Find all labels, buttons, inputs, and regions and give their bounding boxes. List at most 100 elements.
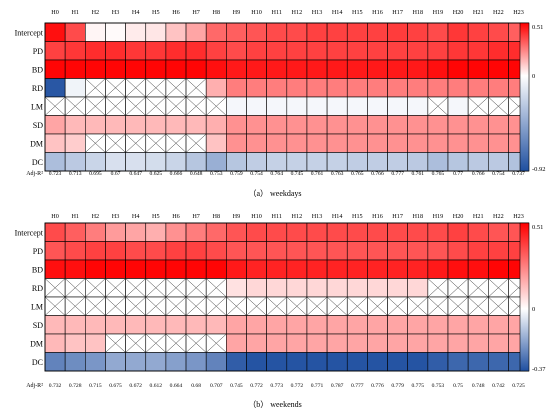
heatmap-cell <box>467 352 489 372</box>
heatmap-cell <box>64 259 86 279</box>
cross-line <box>185 296 207 316</box>
colorbar-min-label: -0.92 <box>532 166 546 173</box>
panel-weekends: H0 H1 H2 H3 H4 H5 H6 H7 H8 H9 H10 H11 H12 H13 H14 H15 H1… <box>15 213 547 409</box>
heatmap-cell <box>44 78 66 98</box>
cross-line <box>105 278 126 298</box>
heatmap-cell <box>306 222 328 242</box>
heatmap-cell <box>367 278 388 298</box>
heatmap-cell <box>447 41 469 61</box>
heatmap-cell <box>246 222 267 242</box>
heatmap-cell <box>205 59 227 79</box>
adj-r2-value: 0.759 <box>230 171 243 177</box>
adj-r2-value: 0.715 <box>89 383 102 389</box>
colorbar-zero-label: 0 <box>532 73 535 80</box>
heatmap-cell <box>367 78 388 98</box>
adj-r2-value: 0.75 <box>453 383 463 389</box>
heatmap-cell <box>226 152 247 172</box>
heatmap-cell <box>226 22 247 42</box>
hour-label: H23 <box>513 9 524 16</box>
heatmap-cell <box>145 59 167 79</box>
heatmap-cell <box>407 59 429 79</box>
cross-line <box>105 96 126 116</box>
heatmap-cell <box>145 315 167 335</box>
cross-line <box>105 333 126 353</box>
heatmap-cell <box>367 22 388 42</box>
heatmap-cell <box>407 259 429 279</box>
heatmap-cell <box>487 259 509 279</box>
adj-r2-value: 0.775 <box>411 383 424 389</box>
heatmap-cell <box>185 352 207 372</box>
heatmap-cell <box>447 133 469 153</box>
heatmap-cell <box>367 59 388 79</box>
heatmap-cell <box>205 115 227 135</box>
heatmap-cell <box>387 352 408 372</box>
heatmap-cell <box>467 78 489 98</box>
heatmap-cell <box>326 352 348 372</box>
heatmap-cell <box>145 115 167 135</box>
adj-r2-value: 0.753 <box>210 171 223 177</box>
heatmap-cell <box>205 352 227 372</box>
heatmap-cell <box>306 333 328 353</box>
heatmap-cell <box>64 152 86 172</box>
cross-line <box>105 78 126 98</box>
heatmap-cell <box>286 152 308 172</box>
heatmap-cell <box>407 352 429 372</box>
heatmap-cell <box>226 41 247 61</box>
heatmap-cell <box>346 259 368 279</box>
cross-line <box>226 296 247 316</box>
heatmap-cell <box>387 259 408 279</box>
adj-r2-value: 0.745 <box>291 171 304 177</box>
heatmap-cell <box>226 241 247 261</box>
heatmap-cell <box>145 41 167 61</box>
adj-r2-value: 0.773 <box>270 383 283 389</box>
cross-line <box>306 296 328 316</box>
adj-r2-value: 0.732 <box>49 383 62 389</box>
heatmap-cell <box>387 22 408 42</box>
heatmap-cell <box>346 315 368 335</box>
colorbar-zero-label: 0 <box>532 306 535 313</box>
adj-r2-value: 0.745 <box>230 383 243 389</box>
heatmap-cell <box>487 115 509 135</box>
heatmap-cell <box>487 333 509 353</box>
heatmap-cell <box>447 22 469 42</box>
heatmap-cell <box>286 241 308 261</box>
heatmap-cell <box>306 115 328 135</box>
cross-line <box>266 296 287 316</box>
hour-label: H19 <box>433 213 444 220</box>
cross-line <box>286 296 308 316</box>
heatmap-cell <box>326 278 348 298</box>
heatmap-cell <box>326 259 348 279</box>
heatmap-cell <box>125 352 147 372</box>
heatmap-cell <box>387 152 408 172</box>
hour-label: H20 <box>453 213 464 220</box>
heatmap-cell <box>185 241 207 261</box>
heatmap-cell <box>44 241 66 261</box>
heatmap-cell <box>64 315 86 335</box>
heatmap-cell <box>165 152 187 172</box>
heatmap-cell <box>387 41 408 61</box>
heatmap-cell <box>85 22 106 42</box>
cross-line <box>427 278 449 298</box>
heatmap-cell <box>387 78 408 98</box>
heatmap-cell <box>467 133 489 153</box>
row-label: BD <box>32 265 43 274</box>
heatmap-cell <box>185 41 207 61</box>
heatmap-cell <box>85 41 106 61</box>
row-label: SD <box>33 321 43 330</box>
heatmap-cell <box>447 315 469 335</box>
heatmap-cell <box>145 152 167 172</box>
heatmap-cell <box>105 152 126 172</box>
heatmap-cell <box>165 41 187 61</box>
heatmap-cell <box>467 222 489 242</box>
heatmap-cell <box>326 22 348 42</box>
heatmap-cell <box>85 241 106 261</box>
heatmap-cell <box>387 315 408 335</box>
cross-line <box>44 278 66 298</box>
cross-line <box>427 96 449 116</box>
heatmap-cell <box>185 315 207 335</box>
heatmap-cell <box>306 241 328 261</box>
adj-r2-value: 0.672 <box>129 383 142 389</box>
colorbar <box>519 22 530 172</box>
heatmap-cell <box>125 259 147 279</box>
heatmap-cell <box>286 352 308 372</box>
